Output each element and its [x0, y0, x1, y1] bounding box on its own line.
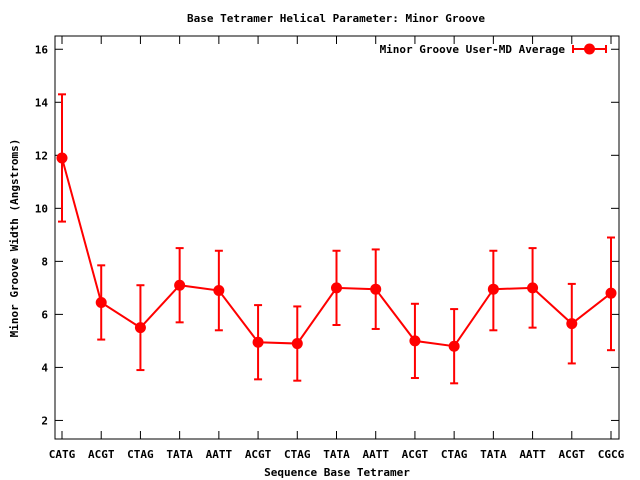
- x-tick-label: TATA: [480, 448, 507, 461]
- x-tick-label: CATG: [49, 448, 76, 461]
- x-tick-label: AATT: [519, 448, 546, 461]
- data-point: [252, 336, 264, 348]
- x-tick-label: TATA: [166, 448, 193, 461]
- y-axis-label: Minor Groove Width (Angstroms): [8, 139, 21, 338]
- data-point: [487, 283, 499, 295]
- x-tick-label: ACGT: [559, 448, 586, 461]
- y-tick-label: 16: [35, 43, 49, 56]
- x-tick-label: TATA: [323, 448, 350, 461]
- x-tick-label: ACGT: [402, 448, 429, 461]
- x-tick-label: ACGT: [88, 448, 115, 461]
- x-tick-label: ACGT: [245, 448, 272, 461]
- legend-label: Minor Groove User-MD Average: [380, 43, 566, 56]
- chart-title: Base Tetramer Helical Parameter: Minor G…: [187, 12, 485, 25]
- y-tick-label: 10: [35, 202, 48, 215]
- legend-marker: [584, 43, 595, 55]
- y-tick-label: 8: [41, 255, 48, 268]
- data-point: [331, 282, 342, 294]
- data-point: [95, 296, 107, 308]
- x-tick-label: AATT: [362, 448, 389, 461]
- data-point: [409, 335, 421, 347]
- x-axis-ticks: CATG ACGT CTAG TATA AATT ACGT CTAG TATA AATT ACGT…: [49, 36, 625, 461]
- data-point: [134, 322, 146, 334]
- data-point: [566, 318, 578, 330]
- data-point: [213, 285, 225, 297]
- x-tick-label: AATT: [206, 448, 233, 461]
- x-tick-label: CTAG: [441, 448, 468, 461]
- data-point: [370, 283, 382, 295]
- data-point: [291, 338, 303, 350]
- y-tick-label: 4: [41, 361, 48, 374]
- legend: Minor Groove User-MD Average: [380, 43, 607, 56]
- x-tick-label: CTAG: [284, 448, 311, 461]
- data-point: [56, 152, 68, 164]
- y-axis-ticks: 2 4 6 8 10 12 14 16: [35, 43, 619, 427]
- y-tick-label: 12: [35, 149, 48, 162]
- data-point: [527, 282, 539, 294]
- y-tick-label: 2: [41, 414, 48, 427]
- data-point: [174, 279, 186, 291]
- x-tick-label: CTAG: [127, 448, 154, 461]
- data-point: [605, 287, 617, 299]
- series-minor-groove: [56, 93, 617, 385]
- y-tick-label: 14: [35, 96, 49, 109]
- data-point: [448, 340, 460, 352]
- x-tick-label: CGCG: [598, 448, 625, 461]
- y-tick-label: 6: [41, 308, 48, 321]
- x-axis-label: Sequence Base Tetramer: [264, 466, 410, 479]
